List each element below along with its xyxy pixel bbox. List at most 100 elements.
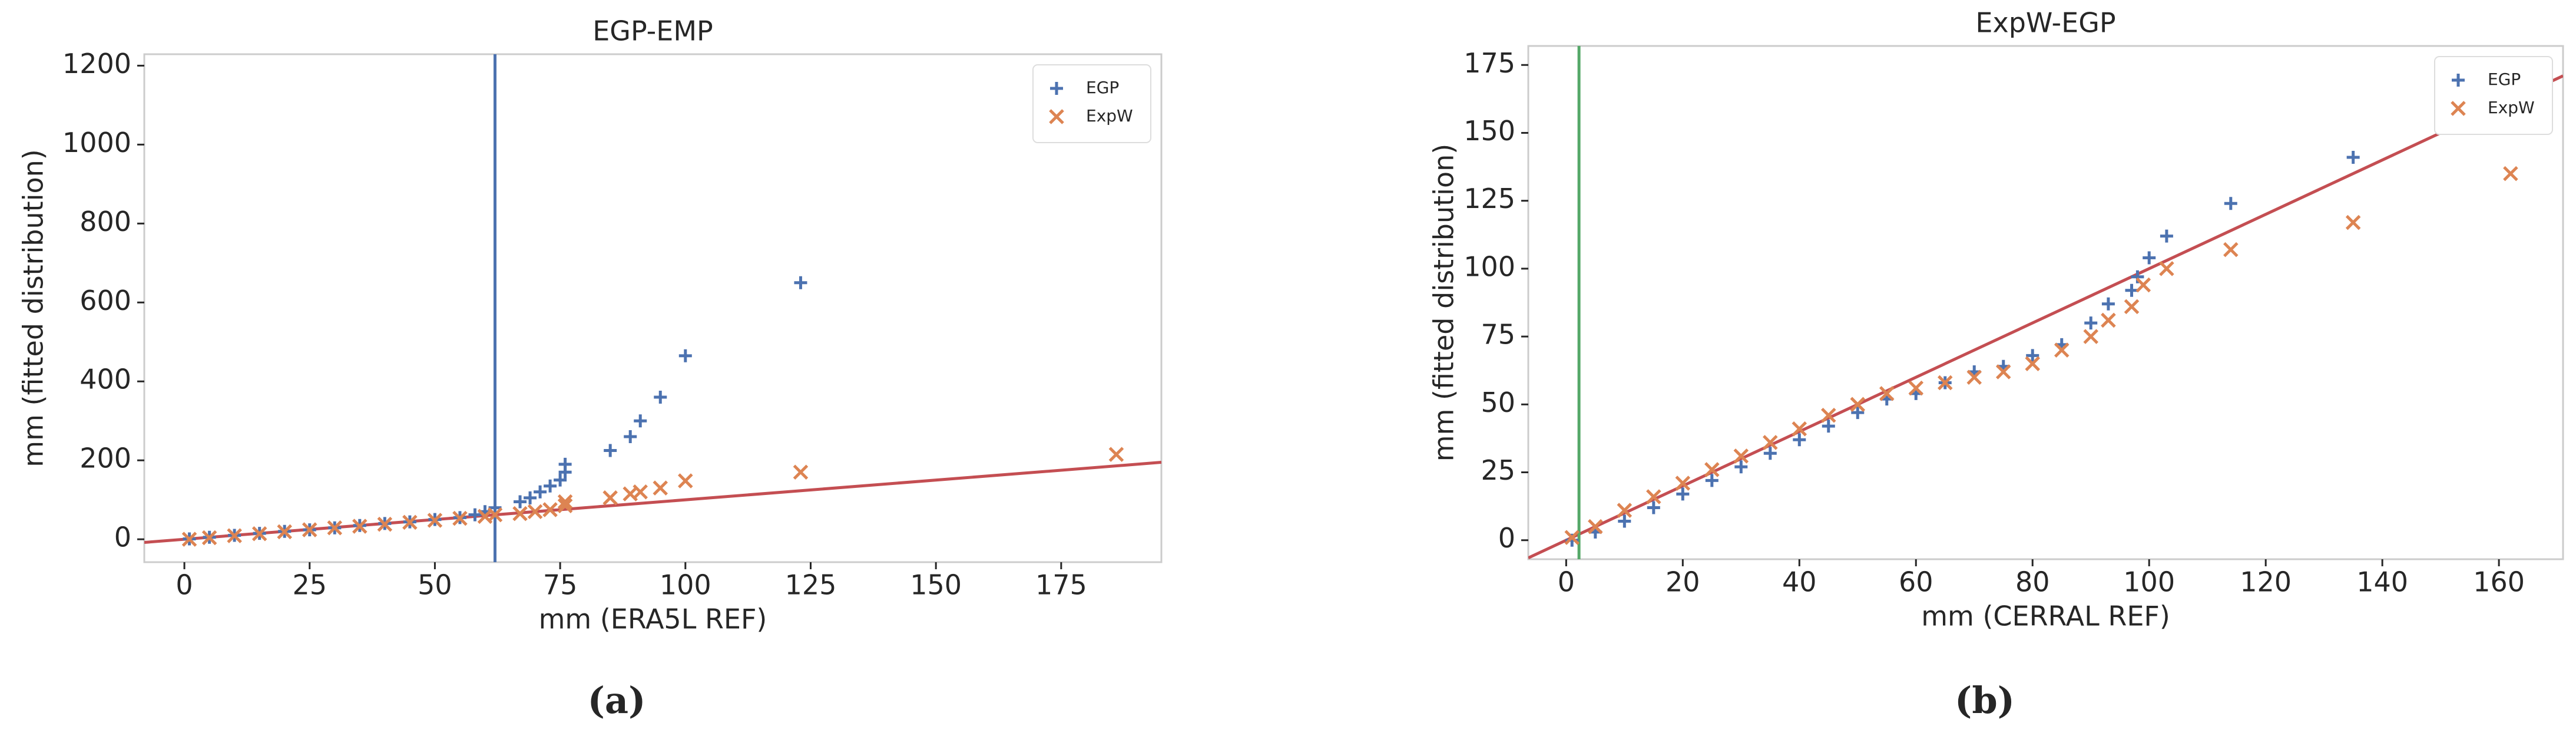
point [427,513,443,528]
point [181,532,197,547]
point [2143,251,2156,265]
legend-marker [1049,109,1064,124]
point [1564,530,1580,545]
point [1995,364,2011,379]
point [1618,514,1631,528]
point [251,526,267,542]
point [512,506,528,522]
chart-title: EGP-EMP [592,15,713,47]
y-tick-label: 125 [1464,183,1515,214]
plot-frame [1527,45,2564,560]
point [2346,150,2360,164]
x-tick-label: 160 [2473,566,2525,598]
x-tick-label: 140 [2356,566,2408,598]
point [557,498,573,513]
point [2223,242,2239,258]
x-tick-label: 60 [1899,566,1933,598]
point [2135,277,2151,293]
point [544,479,557,493]
point [534,485,547,499]
point [1733,448,1749,464]
x-tick-label: 80 [2015,566,2050,598]
point [201,530,217,546]
point [452,510,468,526]
point [2026,349,2039,362]
point [1908,380,1924,396]
point [227,528,242,543]
point [2124,299,2140,315]
plot-area [1528,46,2563,559]
point [2025,356,2040,371]
point [402,514,418,530]
point [624,430,637,444]
chart-title: ExpW-EGP [1975,7,2115,39]
point [1646,489,1661,504]
legend-box [1032,64,1151,143]
point [1822,420,1835,433]
point [794,276,807,289]
point [554,473,567,487]
point [654,391,667,404]
point [634,414,647,428]
y-tick-label: 1200 [62,48,131,80]
point [1937,375,1953,391]
legend-label: EGP [2488,70,2521,89]
y-axis-label: mm (fitted distribution) [1428,144,1460,461]
legend-label: ExpW [2488,98,2535,117]
point [1850,397,1866,412]
legend-box [2434,56,2553,135]
identity-line [144,461,1161,544]
point [2101,312,2116,328]
y-axis-label: mm (fitted distribution) [18,149,49,467]
point [1879,386,1895,401]
point [524,491,537,504]
point [1676,487,1690,501]
point [1793,433,1806,447]
point [793,464,809,480]
y-tick-label: 25 [1481,454,1515,486]
point [2083,329,2098,344]
y-tick-label: 0 [114,522,131,553]
point [557,494,573,510]
legend-marker [2452,74,2465,87]
point [487,507,503,523]
legend-marker [2451,101,2466,116]
legend-label: ExpW [1086,106,1133,126]
x-tick-label: 100 [660,569,711,601]
y-tick-label: 100 [1464,250,1515,282]
x-axis-label: mm (ERA5L REF) [539,603,767,635]
point [1763,447,1777,460]
y-tick-label: 600 [80,285,131,316]
point [1704,462,1720,477]
point [602,490,618,506]
point [1617,503,1633,518]
point [1108,447,1124,462]
point [2160,229,2173,243]
plot-frame [143,53,1163,563]
point [468,508,482,522]
x-tick-label: 40 [1782,566,1817,598]
point [2159,261,2174,276]
x-tick-label: 25 [292,569,327,601]
x-tick-label: 175 [1035,569,1087,601]
x-tick-label: 0 [176,569,193,601]
point [377,516,393,532]
point [2084,316,2098,330]
point [1705,474,1719,487]
caption: (a) [588,679,646,722]
x-tick-label: 100 [2123,566,2175,598]
point [527,504,543,520]
y-tick-label: 200 [80,443,131,474]
point [1792,421,1807,437]
point [1647,501,1660,514]
point [1966,369,1982,385]
point [1763,435,1778,450]
point [352,519,367,534]
point [1675,476,1691,491]
point [2224,197,2237,210]
x-axis-label: mm (CERRAL REF) [1921,600,2170,632]
point [1588,519,1603,534]
point [2101,297,2115,311]
y-tick-label: 150 [1464,115,1515,147]
